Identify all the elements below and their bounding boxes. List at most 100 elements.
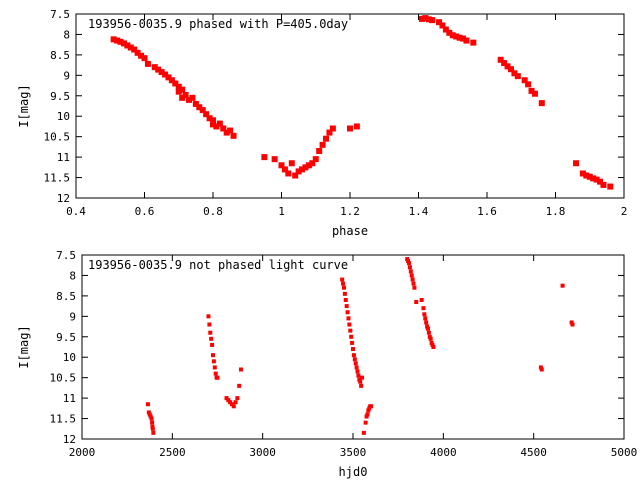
phased-data-point bbox=[586, 173, 593, 180]
unphased-data-point bbox=[145, 402, 150, 407]
phased-data-point bbox=[210, 121, 216, 128]
phased-x-axis-title: phase bbox=[332, 224, 368, 238]
unphased-data-point bbox=[341, 281, 346, 286]
phased-data-point bbox=[223, 129, 230, 136]
phased-data-point bbox=[418, 15, 425, 22]
phased-data-point bbox=[531, 90, 538, 97]
phased-x-tick-label: 2 bbox=[621, 205, 628, 218]
phased-y-tick-label: 11 bbox=[57, 151, 70, 164]
phased-data-point bbox=[281, 166, 288, 173]
phased-data-point bbox=[182, 91, 189, 98]
unphased-ticks: 2000 2500 3000 3500 4000 4500 5000 7.5 8 8.5 9 9.5 1… bbox=[50, 249, 638, 459]
phased-y-tick-label: 12 bbox=[57, 192, 70, 205]
phased-data-point bbox=[326, 129, 333, 136]
unphased-data-point bbox=[348, 328, 353, 333]
unphased-data-point bbox=[233, 400, 238, 405]
unphased-x-tick-label: 2000 bbox=[69, 446, 96, 459]
phased-data-point bbox=[271, 156, 278, 163]
unphased-data-point bbox=[421, 306, 426, 311]
phased-data-point bbox=[501, 60, 508, 67]
unphased-data-point bbox=[366, 408, 371, 413]
phased-x-tick-label: 1.4 bbox=[409, 205, 429, 218]
phased-data-point bbox=[203, 111, 210, 118]
phased-data-point bbox=[227, 127, 234, 134]
unphased-data-point bbox=[208, 330, 213, 335]
unphased-panel: 193956-0035.9 not phased light curve hjd… bbox=[17, 249, 637, 479]
unphased-data-point bbox=[407, 265, 412, 270]
phased-data-point bbox=[353, 123, 360, 130]
unphased-data-point bbox=[560, 283, 565, 288]
phased-data-point bbox=[278, 162, 285, 169]
unphased-data-point bbox=[343, 297, 348, 302]
phased-data-point bbox=[114, 37, 121, 44]
unphased-x-tick-label: 5000 bbox=[611, 446, 638, 459]
unphased-y-tick-label: 9.5 bbox=[56, 331, 76, 344]
unphased-data-point bbox=[411, 281, 416, 286]
phased-data-point bbox=[138, 52, 145, 59]
phased-panel: 193956-0035.9 phased with P=405.0day pha… bbox=[17, 8, 627, 238]
unphased-x-tick-label: 3000 bbox=[249, 446, 276, 459]
phased-data-point bbox=[168, 77, 175, 84]
unphased-data-point bbox=[569, 320, 574, 325]
unphased-x-tick-label: 3500 bbox=[340, 446, 367, 459]
unphased-data-point bbox=[150, 426, 155, 431]
unphased-data-point bbox=[426, 330, 431, 335]
phased-data-point bbox=[463, 37, 470, 44]
unphased-data-point bbox=[226, 398, 231, 403]
phased-data-point bbox=[528, 87, 535, 94]
unphased-data-point bbox=[369, 404, 374, 409]
unphased-points bbox=[145, 257, 575, 435]
unphased-data-point bbox=[207, 322, 212, 327]
phased-data-point bbox=[134, 49, 141, 56]
unphased-data-point bbox=[365, 412, 370, 417]
unphased-data-point bbox=[414, 300, 419, 305]
phased-data-point bbox=[210, 117, 216, 124]
unphased-data-point bbox=[340, 277, 345, 282]
phased-y-tick-label: 9 bbox=[63, 69, 70, 82]
unphased-data-point bbox=[210, 353, 215, 358]
unphased-data-point bbox=[354, 365, 359, 370]
phased-data-point bbox=[299, 166, 306, 173]
unphased-y-tick-label: 10.5 bbox=[50, 372, 77, 385]
unphased-data-point bbox=[409, 273, 414, 278]
unphased-data-point bbox=[539, 367, 544, 372]
unphased-y-tick-label: 11.5 bbox=[50, 413, 77, 426]
unphased-data-point bbox=[341, 285, 346, 290]
phased-data-point bbox=[285, 170, 292, 177]
phased-data-point bbox=[429, 17, 436, 24]
unphased-data-point bbox=[231, 404, 236, 409]
unphased-data-point bbox=[408, 269, 413, 274]
phased-data-point bbox=[593, 176, 600, 183]
phased-data-point bbox=[186, 96, 193, 103]
phased-y-tick-label: 8 bbox=[63, 28, 70, 41]
unphased-data-point bbox=[352, 357, 357, 362]
phased-data-point bbox=[196, 104, 203, 111]
phased-data-point bbox=[292, 172, 299, 179]
phased-x-tick-label: 1.8 bbox=[546, 205, 566, 218]
unphased-plot-title: 193956-0035.9 not phased light curve bbox=[88, 258, 348, 272]
unphased-data-point bbox=[344, 304, 349, 309]
phased-data-point bbox=[165, 74, 172, 81]
unphased-data-point bbox=[346, 316, 351, 321]
phased-x-tick-label: 0.8 bbox=[203, 205, 223, 218]
phased-data-point bbox=[436, 19, 443, 26]
phased-data-point bbox=[504, 63, 511, 70]
phased-data-point bbox=[110, 36, 117, 43]
unphased-y-tick-label: 10 bbox=[63, 351, 76, 364]
unphased-data-point bbox=[345, 310, 350, 315]
phased-data-point bbox=[425, 16, 432, 23]
unphased-data-point bbox=[347, 322, 352, 327]
phased-data-point bbox=[323, 135, 330, 142]
phased-data-point bbox=[449, 32, 456, 39]
unphased-x-tick-label: 2500 bbox=[159, 446, 186, 459]
unphased-data-point bbox=[355, 369, 360, 374]
unphased-x-tick-label: 4000 bbox=[430, 446, 457, 459]
phased-data-point bbox=[117, 38, 124, 45]
unphased-data-point bbox=[425, 324, 430, 329]
phased-data-point bbox=[261, 154, 268, 161]
phased-y-tick-label: 8.5 bbox=[50, 49, 70, 62]
phased-data-point bbox=[446, 29, 453, 36]
phased-y-tick-label: 10 bbox=[57, 110, 70, 123]
phased-data-point bbox=[497, 56, 504, 63]
phased-ticks: 0.4 0.6 0.8 1 1.2 1.4 1.6 1.8 2 7.5 8 8.5 9 9.5 10 10.5… bbox=[44, 8, 628, 218]
